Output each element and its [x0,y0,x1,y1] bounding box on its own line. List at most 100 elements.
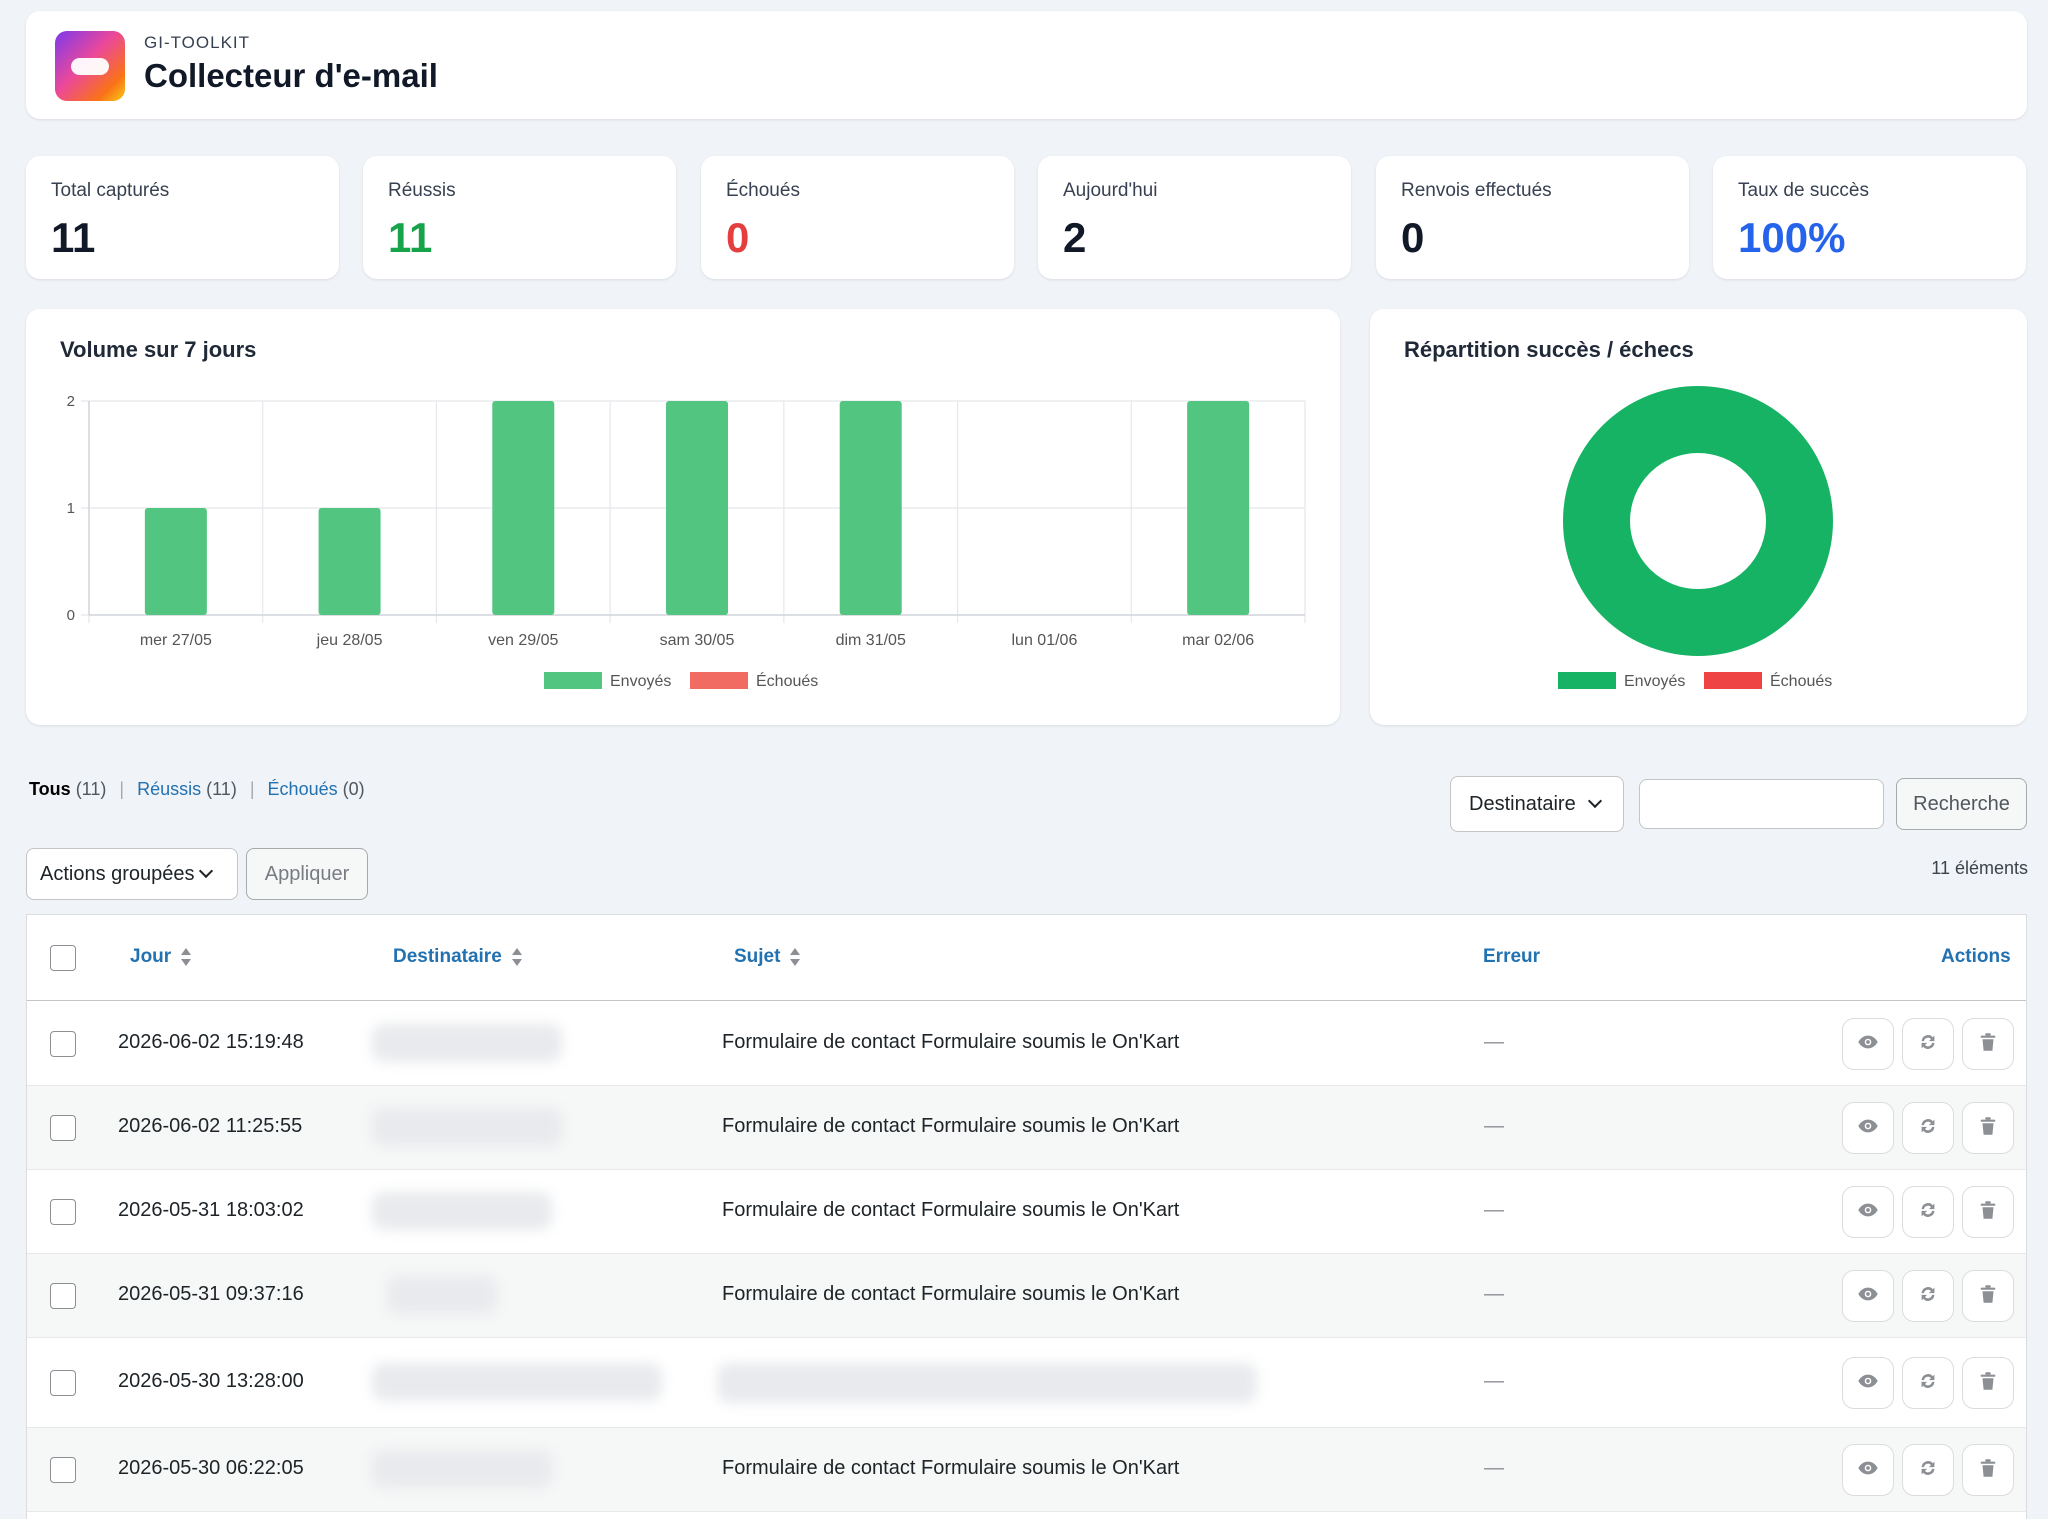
refresh-icon [1917,1370,1939,1397]
sort-icon [511,947,522,967]
table-row: 2026-05-31 09:37:16 Formulaire de contact… [27,1254,2026,1338]
legend-swatch [1704,672,1762,689]
page-title: Collecteur d'e-mail [144,57,438,94]
bulk-actions-select[interactable]: Actions groupées [26,848,238,900]
legend-label: Envoyés [610,673,671,690]
row-checkbox[interactable] [50,1370,76,1396]
apply-button[interactable]: Appliquer [246,848,368,900]
row-subject: Formulaire de contact Formulaire soumis … [722,1457,1180,1479]
refresh-icon [1917,1457,1939,1484]
filter-success-count: (11) [206,779,237,799]
resend-button[interactable] [1902,1018,1954,1070]
search-field-select[interactable]: Destinataire [1450,776,1624,832]
brand-name: GI-TOOLKIT [144,33,251,52]
eye-icon [1857,1457,1879,1484]
stat-value: 0 [1401,214,1425,261]
bar-envoyes [666,401,728,615]
legend-label: Échoués [756,671,818,690]
delete-button[interactable] [1962,1357,2014,1409]
volume-chart-card: Volume sur 7 jours 0 1 2 mer 27/05 jeu 28/05… [26,309,1340,725]
volume-bar-chart: 0 1 2 mer 27/05 jeu 28/05 ven 29/05 sam 30/05 d… [67,393,1306,690]
view-button[interactable] [1842,1018,1894,1070]
trash-icon [1977,1199,1999,1226]
delete-button[interactable] [1962,1270,2014,1322]
filter-separator: | [119,779,125,799]
stat-card-resends: Renvois effectués 0 [1376,156,1689,279]
y-tick-label: 0 [67,607,75,624]
column-header-subject[interactable]: Sujet [734,946,801,968]
row-error: — [1484,1370,1504,1392]
x-tick-label: mar 02/06 [1182,632,1254,649]
row-day: 2026-05-31 09:37:16 [118,1283,304,1305]
stat-value: 11 [388,214,433,261]
trash-icon [1977,1370,1999,1397]
delete-button[interactable] [1962,1186,2014,1238]
legend-swatch [690,672,748,689]
view-button[interactable] [1842,1444,1894,1496]
delete-button[interactable] [1962,1018,2014,1070]
view-button[interactable] [1842,1102,1894,1154]
row-subject: Formulaire de contact Formulaire soumis … [722,1283,1180,1305]
view-button[interactable] [1842,1186,1894,1238]
resend-button[interactable] [1902,1102,1954,1154]
select-all-checkbox[interactable] [50,945,76,971]
legend-swatch [1558,672,1616,689]
delete-button[interactable] [1962,1444,2014,1496]
view-button[interactable] [1842,1357,1894,1409]
search-input[interactable] [1639,779,1884,829]
search-field-value: Destinataire [1469,792,1576,815]
stat-label: Réussis [388,180,456,201]
app-logo [55,31,125,101]
stat-card-failed: Échoués 0 [701,156,1014,279]
success-ratio-card: Répartition succès / échecs Envoyés Échou… [1370,309,2027,725]
filter-failed[interactable]: Échoués [267,779,338,799]
stat-label: Taux de succès [1738,180,1869,201]
stat-value: 11 [51,214,96,261]
chevron-down-icon [198,863,213,879]
chevron-down-icon [1587,793,1602,809]
status-filters: Tous (11) | Réussis (11) | Échoués (0) [29,779,365,800]
eye-icon [1857,1370,1879,1397]
bar-envoyes [318,508,381,615]
legend-label: Échoués [1770,671,1832,690]
bulk-actions-value: Actions groupées [40,862,195,885]
row-checkbox[interactable] [50,1115,76,1141]
column-label: Jour [130,946,172,967]
resend-button[interactable] [1902,1444,1954,1496]
table-row: 2026-06-02 11:25:55 Formulaire de contact… [27,1086,2026,1170]
delete-button[interactable] [1962,1102,2014,1154]
stat-label: Total capturés [51,180,170,201]
refresh-icon [1917,1031,1939,1058]
resend-button[interactable] [1902,1357,1954,1409]
column-header-actions: Actions [1941,946,2011,967]
filter-separator: | [249,779,255,799]
search-button[interactable]: Recherche [1896,778,2027,830]
chart-title: Volume sur 7 jours [60,337,257,362]
row-subject: Formulaire de contact Formulaire soumis … [722,1115,1180,1137]
row-checkbox[interactable] [50,1457,76,1483]
resend-button[interactable] [1902,1186,1954,1238]
column-label: Destinataire [393,946,502,967]
trash-icon [1977,1283,1999,1310]
row-checkbox[interactable] [50,1199,76,1225]
stat-value: 100% [1738,214,1846,261]
bar-envoyes [839,401,902,615]
view-button[interactable] [1842,1270,1894,1322]
x-tick-label: mer 27/05 [140,632,212,649]
recipient-redacted [372,1108,562,1146]
column-header-day[interactable]: Jour [130,946,192,968]
stat-label: Renvois effectués [1401,180,1552,201]
filter-success[interactable]: Réussis [137,779,202,799]
trash-icon [1977,1115,1999,1142]
column-header-recipient[interactable]: Destinataire [393,946,522,968]
row-checkbox[interactable] [50,1031,76,1057]
bar-envoyes [1187,401,1250,615]
row-day: 2026-05-31 18:03:02 [118,1199,304,1221]
row-day: 2026-06-02 15:19:48 [118,1031,304,1053]
filter-all[interactable]: Tous [29,779,71,799]
resend-button[interactable] [1902,1270,1954,1322]
stat-label: Aujourd'hui [1063,180,1158,201]
row-checkbox[interactable] [50,1283,76,1309]
stat-card-total: Total capturés 11 [26,156,339,279]
y-tick-label: 2 [67,393,75,410]
